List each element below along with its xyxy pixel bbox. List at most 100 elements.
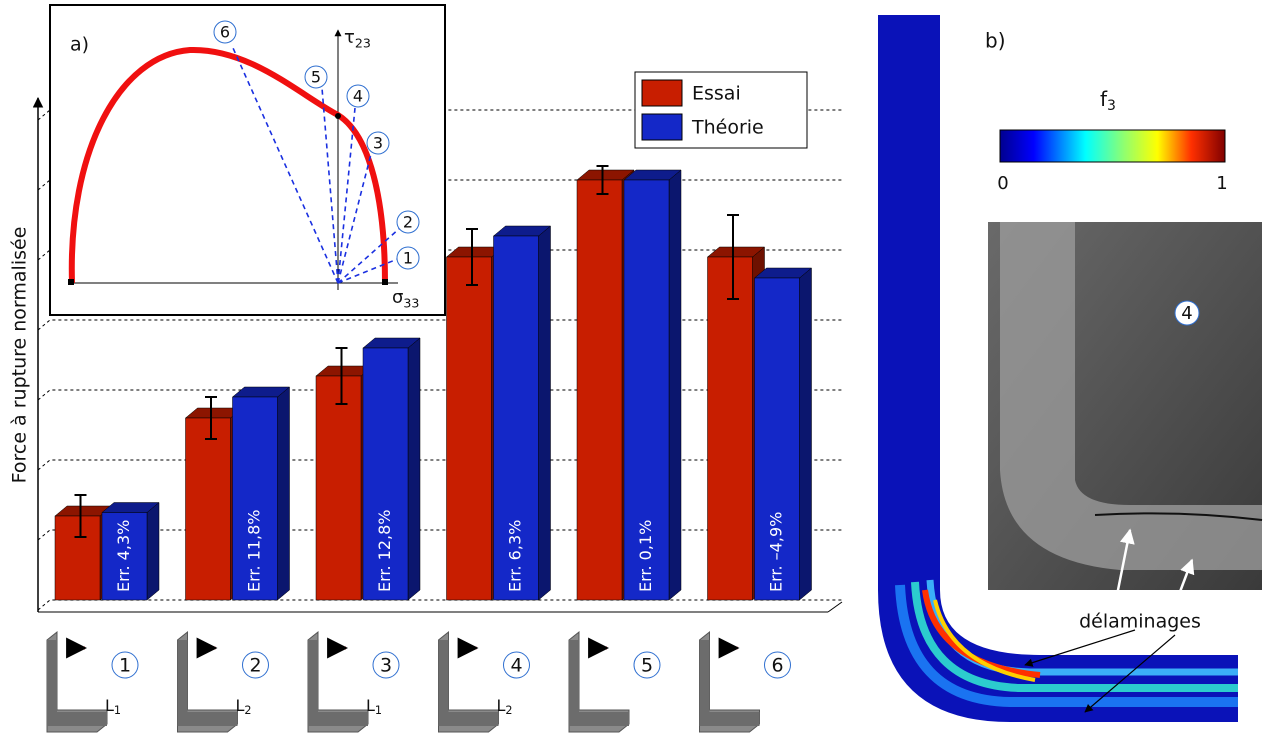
error-bar — [74, 494, 87, 538]
point-badge — [396, 246, 420, 270]
x-tick-label: 2 — [249, 655, 261, 677]
bar — [54, 515, 101, 601]
icon-label: L1 — [105, 696, 121, 717]
icon-label-sub: 1 — [114, 704, 121, 717]
y-axis-label: Force à rupture normalisée — [9, 227, 31, 484]
bar — [707, 256, 753, 601]
point-badge — [304, 65, 328, 89]
bar-chart: Force à rupture normalisée Err. 4,3% 1 Err.… — [9, 71, 843, 733]
specimen-icon-face — [47, 640, 107, 726]
category-badge — [242, 651, 269, 679]
error-bar — [727, 214, 739, 300]
category-badge — [503, 651, 530, 679]
bar-side — [146, 501, 160, 601]
colorbar-title: f3 — [1100, 87, 1116, 115]
legend-swatch — [641, 113, 683, 141]
point-label: 3 — [373, 134, 383, 153]
bar — [185, 417, 231, 601]
point-badge — [213, 20, 237, 44]
colorbar — [999, 129, 1226, 163]
icon-label-sub: 2 — [244, 704, 251, 717]
bar — [446, 256, 492, 601]
error-label: Err. 0,1% — [636, 520, 655, 592]
error-label: Err. 4,3% — [114, 520, 133, 592]
point-label: 5 — [311, 68, 321, 87]
point-badge — [346, 84, 370, 108]
icon-label-base: L — [497, 696, 506, 715]
photo-label: 4 — [1181, 303, 1192, 324]
icon-label-base: L — [236, 696, 245, 715]
annotation: délaminages — [1079, 611, 1201, 633]
panel-label: b) — [985, 29, 1006, 53]
error-label: Err. 12,8% — [375, 509, 394, 592]
inset-y-label-base: τ — [344, 27, 355, 48]
legend: Essai Théorie — [634, 71, 808, 149]
photo-badge — [1174, 300, 1200, 326]
colorbar-min: 0 — [997, 173, 1008, 194]
photo-specimen — [1000, 222, 1262, 570]
inset-x-label-sub: 33 — [403, 295, 419, 310]
bar-side — [538, 225, 551, 601]
colormap-shape — [878, 15, 1238, 722]
bar — [232, 396, 278, 601]
legend-label: Théorie — [691, 117, 764, 139]
error-bar — [205, 396, 217, 440]
icon-label-base: L — [366, 696, 375, 715]
icon-label: L2 — [236, 696, 252, 717]
specimen-icon-face — [569, 640, 629, 726]
inset-y-label: τ23 — [344, 27, 371, 50]
specimen-icon-face — [699, 640, 760, 726]
crack — [1094, 512, 1263, 521]
arrow — [1113, 528, 1135, 606]
bar-side — [668, 169, 682, 601]
bar-side — [799, 267, 812, 601]
point-label: 6 — [220, 23, 230, 42]
point-badge — [366, 131, 390, 155]
arrow — [1173, 558, 1195, 606]
error-label: Err. 6,3% — [506, 520, 525, 592]
legend-swatch — [641, 79, 683, 107]
bar — [101, 512, 148, 601]
bar — [576, 179, 623, 601]
floor-edge — [827, 601, 843, 613]
inset-x-label: σ33 — [392, 287, 419, 310]
specimen-icon-face — [177, 640, 238, 726]
x-tick-label: 4 — [510, 655, 522, 677]
bar — [493, 235, 539, 601]
specimen-icon-face — [438, 640, 499, 726]
colorbar-max: 1 — [1216, 173, 1227, 194]
bar — [362, 347, 409, 601]
inset-x-label-base: σ — [392, 287, 403, 308]
icon-label-sub: 1 — [375, 704, 382, 717]
specimen-icon-face — [308, 640, 368, 726]
x-tick-label: 1 — [119, 655, 131, 677]
bar — [754, 277, 800, 601]
category-badge — [633, 651, 661, 679]
x-tick-label: 6 — [771, 655, 783, 677]
error-label: Err. 11,8% — [245, 509, 264, 592]
inset-label: a) — [70, 34, 89, 56]
x-tick-label: 3 — [380, 655, 392, 677]
arrow — [1024, 629, 1136, 667]
point-label: 2 — [403, 213, 413, 232]
category-badge — [111, 651, 139, 679]
icon-label-sub: 2 — [505, 704, 512, 717]
error-bar — [335, 347, 348, 405]
bar-side — [407, 337, 421, 601]
error-bar — [466, 228, 478, 286]
bar-side — [277, 386, 290, 601]
icon-label: L1 — [366, 696, 382, 717]
point-label: 1 — [403, 249, 413, 268]
inset-y-label-sub: 23 — [355, 35, 371, 50]
legend-label: Essai — [692, 83, 741, 105]
arrow — [1084, 634, 1176, 713]
icon-label-base: L — [105, 696, 114, 715]
bar — [623, 179, 670, 601]
category-badge — [372, 651, 400, 679]
colorbar-title-sub: 3 — [1107, 98, 1116, 114]
point-label: 4 — [353, 87, 363, 106]
bar — [315, 375, 362, 601]
category-badge — [764, 651, 791, 679]
